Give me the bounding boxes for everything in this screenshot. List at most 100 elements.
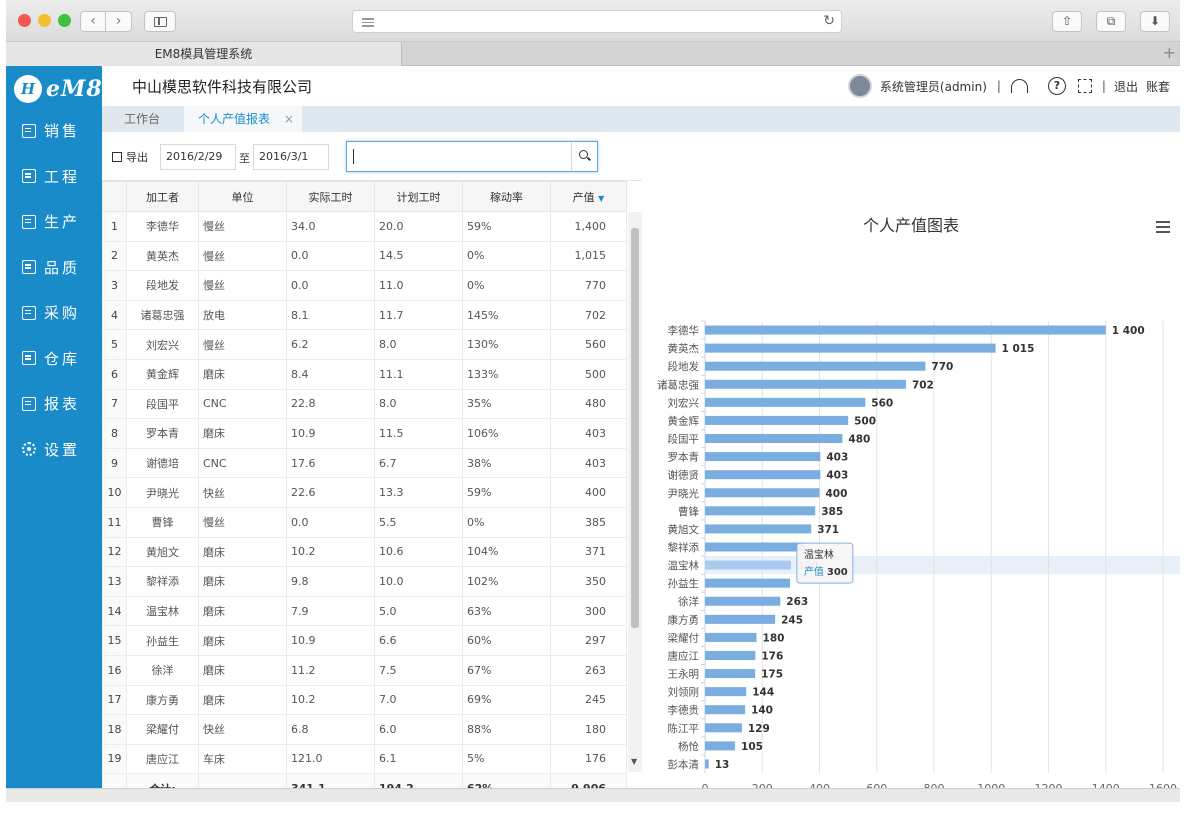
sidebar-item-warehouse[interactable]: 仓库 xyxy=(6,336,102,382)
table-cell: 4 xyxy=(102,299,127,331)
table-cell: 慢丝 xyxy=(198,270,287,301)
table-cell: 0.0 xyxy=(286,270,375,301)
table-cell: 3 xyxy=(102,270,127,301)
table-cell: 121.0 xyxy=(286,743,375,775)
headset-icon[interactable] xyxy=(1010,79,1028,93)
divider: | xyxy=(1101,79,1106,93)
bar xyxy=(705,488,820,498)
table-row[interactable]: 15 孙益生 磨床 10.9 6.6 60% 297 xyxy=(102,625,627,656)
search-input[interactable] xyxy=(346,141,598,172)
scrollbar-thumb[interactable] xyxy=(631,228,639,628)
sidebar-item-quality[interactable]: 品质 xyxy=(6,245,102,291)
help-icon[interactable]: ? xyxy=(1047,77,1066,95)
logout-link[interactable]: 退出 xyxy=(1113,79,1138,94)
table-row[interactable]: 18 梁耀付 快丝 6.8 6.0 88% 180 xyxy=(102,714,627,745)
sidebar-item-reports[interactable]: 报表 xyxy=(6,381,102,427)
column-header-actual-hours[interactable]: 实际工时 xyxy=(286,181,375,212)
export-button[interactable]: 导出 xyxy=(106,146,154,168)
zoom-window-button[interactable] xyxy=(58,14,71,27)
table-cell: 7.0 xyxy=(374,684,463,716)
close-window-button[interactable] xyxy=(18,14,31,27)
avatar[interactable] xyxy=(847,74,872,98)
fullscreen-icon[interactable] xyxy=(1077,79,1092,93)
forward-button[interactable]: › xyxy=(106,11,132,32)
table-row[interactable]: 1 李德华 慢丝 34.0 20.0 59% 1,400 xyxy=(102,211,627,242)
table-cell: 罗本青 xyxy=(126,418,199,449)
user-name[interactable]: 系统管理员(admin) xyxy=(879,79,987,94)
column-header-output[interactable]: 产值 ▼ xyxy=(550,181,627,212)
table-row[interactable]: 13 黎祥添 磨床 9.8 10.0 102% 350 xyxy=(102,566,627,597)
downloads-button[interactable]: ⬇ xyxy=(1140,11,1170,32)
table-cell: 8.0 xyxy=(374,388,463,420)
account-link[interactable]: 账套 xyxy=(1145,79,1170,94)
sidebar-item-label: 仓库 xyxy=(44,349,81,368)
table-row[interactable]: 4 诸葛忠强 放电 8.1 11.7 145% 702 xyxy=(102,299,627,331)
table-cell: 7 xyxy=(102,388,127,420)
table-total-row: 合计: 341.1194.262%9,906 xyxy=(102,773,627,788)
chart-menu-icon[interactable] xyxy=(1156,221,1170,236)
sidebar-item-production[interactable]: 生产 xyxy=(6,199,102,245)
minimize-window-button[interactable] xyxy=(38,14,51,27)
sidebar-toggle-button[interactable] xyxy=(144,11,176,32)
table-row[interactable]: 14 温宝林 磨床 7.9 5.0 63% 300 xyxy=(102,595,627,627)
column-header-worker[interactable]: 加工者 xyxy=(126,181,199,212)
tabs-overview-button[interactable]: ⧉ xyxy=(1096,11,1126,32)
scroll-down-icon[interactable]: ▼ xyxy=(631,757,638,766)
table-row[interactable]: 3 段地发 慢丝 0.0 11.0 0% 770 xyxy=(102,270,627,301)
data-label: 1 400 xyxy=(1112,325,1145,337)
table-row[interactable]: 9 谢德培 CNC 17.6 6.7 38% 403 xyxy=(102,447,627,479)
table-row[interactable]: 8 罗本青 磨床 10.9 11.5 106% 403 xyxy=(102,418,627,449)
y-tick-label: 刘领刚 xyxy=(668,686,700,699)
table-scrollbar[interactable]: ▼ xyxy=(628,212,642,772)
table-cell: 8.0 xyxy=(374,329,463,360)
column-header-planned-hours[interactable]: 计划工时 xyxy=(374,181,463,212)
table-cell: 孙益生 xyxy=(126,625,199,656)
column-header-utilization[interactable]: 稼动率 xyxy=(462,181,551,212)
sidebar-item-purchasing[interactable]: 采购 xyxy=(6,290,102,336)
table-cell: 8.1 xyxy=(286,299,375,331)
sidebar-item-engineering[interactable]: 工程 xyxy=(6,154,102,200)
table-row[interactable]: 17 康方勇 磨床 10.2 7.0 69% 245 xyxy=(102,684,627,716)
table-cell: 480 xyxy=(550,388,627,420)
sidebar: H eM8 销售 工程 生产 品质 采购 仓库 报表 设置 xyxy=(6,66,102,788)
company-name: 中山模思软件科技有限公司 xyxy=(132,78,313,96)
address-bar[interactable]: ↻ xyxy=(352,10,842,33)
logo[interactable]: H eM8 xyxy=(14,72,103,106)
table-row[interactable]: 5 刘宏兴 慢丝 6.2 8.0 130% 560 xyxy=(102,329,627,360)
y-tick-label: 唐应江 xyxy=(668,649,700,662)
table-cell: 段地发 xyxy=(126,270,199,301)
close-tab-icon[interactable]: × xyxy=(283,112,294,126)
y-tick-label: 尹晓光 xyxy=(668,487,700,500)
back-button[interactable]: ‹ xyxy=(80,11,106,32)
table-row[interactable]: 16 徐洋 磨床 11.2 7.5 67% 263 xyxy=(102,654,627,686)
table-cell: 59% xyxy=(462,211,551,242)
table-row[interactable]: 7 段国平 CNC 22.8 8.0 35% 480 xyxy=(102,388,627,420)
chart-title: 个人产值图表 xyxy=(862,216,959,235)
browser-tab[interactable]: EM8模具管理系统 xyxy=(6,42,402,66)
table-cell: 车床 xyxy=(198,743,287,775)
text-caret xyxy=(353,149,354,164)
date-from-field[interactable]: 2016/2/29 xyxy=(160,144,236,170)
data-label: 263 xyxy=(786,596,808,608)
table-cell: 6.1 xyxy=(374,743,463,775)
sidebar-item-sales[interactable]: 销售 xyxy=(6,108,102,154)
column-header-unit[interactable]: 单位 xyxy=(198,181,287,212)
tab-personal-output-report[interactable]: 个人产值报表 × xyxy=(184,106,302,132)
table-cell: 104% xyxy=(462,536,551,568)
table-row[interactable]: 12 黄旭文 磨床 10.2 10.6 104% 371 xyxy=(102,536,627,568)
sidebar-item-settings[interactable]: 设置 xyxy=(6,427,102,473)
new-tab-button[interactable]: + xyxy=(1162,43,1176,62)
table-cell: 快丝 xyxy=(198,714,287,745)
search-button[interactable] xyxy=(571,142,597,171)
data-label: 1 015 xyxy=(1002,343,1035,355)
share-button[interactable]: ⇧ xyxy=(1052,11,1082,32)
table-row[interactable]: 2 黄英杰 慢丝 0.0 14.5 0% 1,015 xyxy=(102,240,627,272)
reload-icon[interactable]: ↻ xyxy=(823,13,835,29)
table-row[interactable]: 11 曹锋 慢丝 0.0 5.5 0% 385 xyxy=(102,506,627,538)
tab-workbench[interactable]: 工作台 xyxy=(124,112,161,126)
table-row[interactable]: 6 黄金辉 磨床 8.4 11.1 133% 500 xyxy=(102,358,627,390)
date-to-field[interactable]: 2016/3/1 xyxy=(253,144,329,170)
table-row[interactable]: 10 尹晓光 快丝 22.6 13.3 59% 400 xyxy=(102,477,627,508)
y-tick-label: 刘宏兴 xyxy=(668,396,700,409)
table-row[interactable]: 19 唐应江 车床 121.0 6.1 5% 176 xyxy=(102,743,627,775)
